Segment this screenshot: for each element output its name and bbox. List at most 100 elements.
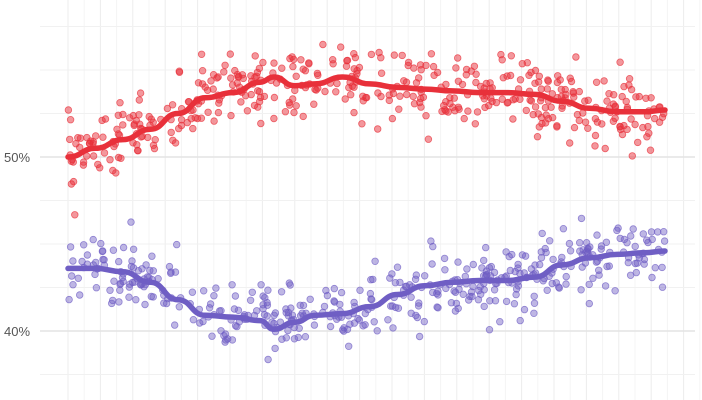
purple-poll-point	[465, 296, 473, 304]
purple-poll-point	[627, 232, 635, 240]
red-poll-point	[581, 97, 589, 105]
red-poll-point	[377, 54, 385, 62]
purple-poll-point	[413, 313, 422, 322]
red-poll-point	[197, 50, 206, 58]
trend-lines	[65, 74, 668, 333]
red-poll-point	[113, 125, 121, 133]
red-poll-point	[646, 146, 655, 154]
purple-poll-point	[370, 318, 378, 326]
purple-poll-point	[98, 247, 107, 256]
red-poll-point	[270, 59, 278, 67]
red-poll-point	[651, 114, 659, 123]
red-poll-point	[452, 64, 460, 72]
purple-poll-point	[548, 279, 556, 288]
red-poll-point	[497, 50, 505, 59]
red-poll-point	[228, 81, 237, 89]
red-poll-point	[458, 80, 467, 89]
purple-poll-point	[648, 235, 656, 244]
purple-poll-point	[611, 287, 619, 295]
red-poll-point	[65, 135, 74, 144]
purple-poll-point	[450, 287, 458, 295]
purple-poll-point	[369, 275, 377, 284]
purple-poll-point	[506, 266, 514, 275]
purple-poll-point	[257, 281, 265, 289]
red-poll-point	[209, 85, 217, 93]
red-poll-point	[525, 71, 533, 79]
purple-poll-point	[469, 282, 477, 291]
purple-poll-point	[188, 288, 197, 296]
red-poll-point	[66, 115, 75, 124]
purple-poll-point	[286, 281, 294, 289]
red-poll-point	[214, 108, 223, 117]
red-poll-point	[396, 92, 404, 100]
red-poll-point	[201, 83, 209, 91]
purple-poll-point	[491, 297, 500, 305]
red-poll-point	[584, 124, 592, 132]
red-poll-point	[292, 72, 300, 80]
purple-poll-point	[195, 319, 204, 327]
purple-poll-point	[284, 326, 292, 335]
purple-poll-point	[467, 288, 476, 296]
purple-poll-point	[340, 324, 348, 332]
purple-poll-point	[660, 237, 669, 245]
purple-poll-point	[451, 307, 460, 315]
purple-poll-point	[389, 324, 397, 332]
purple-poll-point	[264, 286, 272, 294]
red-poll-point	[174, 124, 183, 133]
purple-poll-point	[74, 274, 82, 282]
red-poll-point	[476, 82, 485, 91]
red-poll-point	[106, 155, 114, 164]
red-poll-point	[288, 53, 296, 61]
red-poll-point	[492, 98, 501, 107]
purple-poll-point	[589, 274, 597, 282]
purple-poll-point	[306, 295, 314, 303]
purple-poll-point	[624, 258, 632, 267]
purple-poll-point	[356, 286, 364, 294]
red-poll-point	[598, 120, 606, 128]
purple-poll-point	[651, 264, 659, 272]
red-poll-point	[337, 43, 345, 51]
red-poll-point	[591, 131, 600, 140]
purple-poll-point	[486, 297, 494, 305]
red-poll-point	[247, 90, 255, 99]
purple-poll-point	[577, 214, 586, 223]
red-poll-point	[385, 91, 393, 99]
red-poll-point	[374, 125, 382, 133]
red-poll-point	[149, 141, 158, 149]
y-tick-label: 40%	[4, 324, 30, 339]
red-poll-point	[467, 67, 475, 75]
purple-poll-point	[440, 254, 449, 263]
red-poll-point	[114, 153, 123, 162]
red-poll-point	[270, 93, 279, 102]
purple-poll-point	[549, 255, 557, 264]
red-poll-point	[89, 152, 98, 160]
purple-poll-point	[516, 316, 524, 325]
purple-poll-point	[367, 295, 375, 303]
purple-poll-point	[428, 260, 436, 268]
red-poll-point	[516, 76, 525, 84]
purple-poll-point	[231, 322, 240, 330]
purple-poll-point	[555, 284, 563, 292]
purple-poll-point	[109, 246, 118, 254]
red-poll-point	[575, 116, 583, 125]
purple-poll-point	[259, 292, 267, 300]
red-poll-point	[281, 107, 290, 116]
purple-poll-point	[660, 227, 668, 236]
purple-poll-point	[576, 247, 584, 255]
red-poll-point	[616, 58, 624, 66]
purple-poll-point	[110, 277, 118, 285]
purple-poll-point	[454, 258, 462, 266]
purple-poll-point	[452, 299, 461, 308]
red-poll-point	[642, 94, 650, 102]
purple-poll-point	[119, 277, 127, 286]
red-poll-point	[198, 66, 207, 75]
red-poll-point	[422, 61, 430, 70]
purple-poll-point	[79, 241, 88, 249]
purple-poll-point	[75, 291, 84, 299]
red-poll-point	[94, 160, 102, 169]
red-poll-point	[319, 40, 327, 49]
red-poll-point	[292, 102, 300, 110]
red-poll-point	[487, 94, 495, 102]
red-poll-point	[400, 77, 408, 85]
purple-poll-point	[434, 304, 442, 312]
